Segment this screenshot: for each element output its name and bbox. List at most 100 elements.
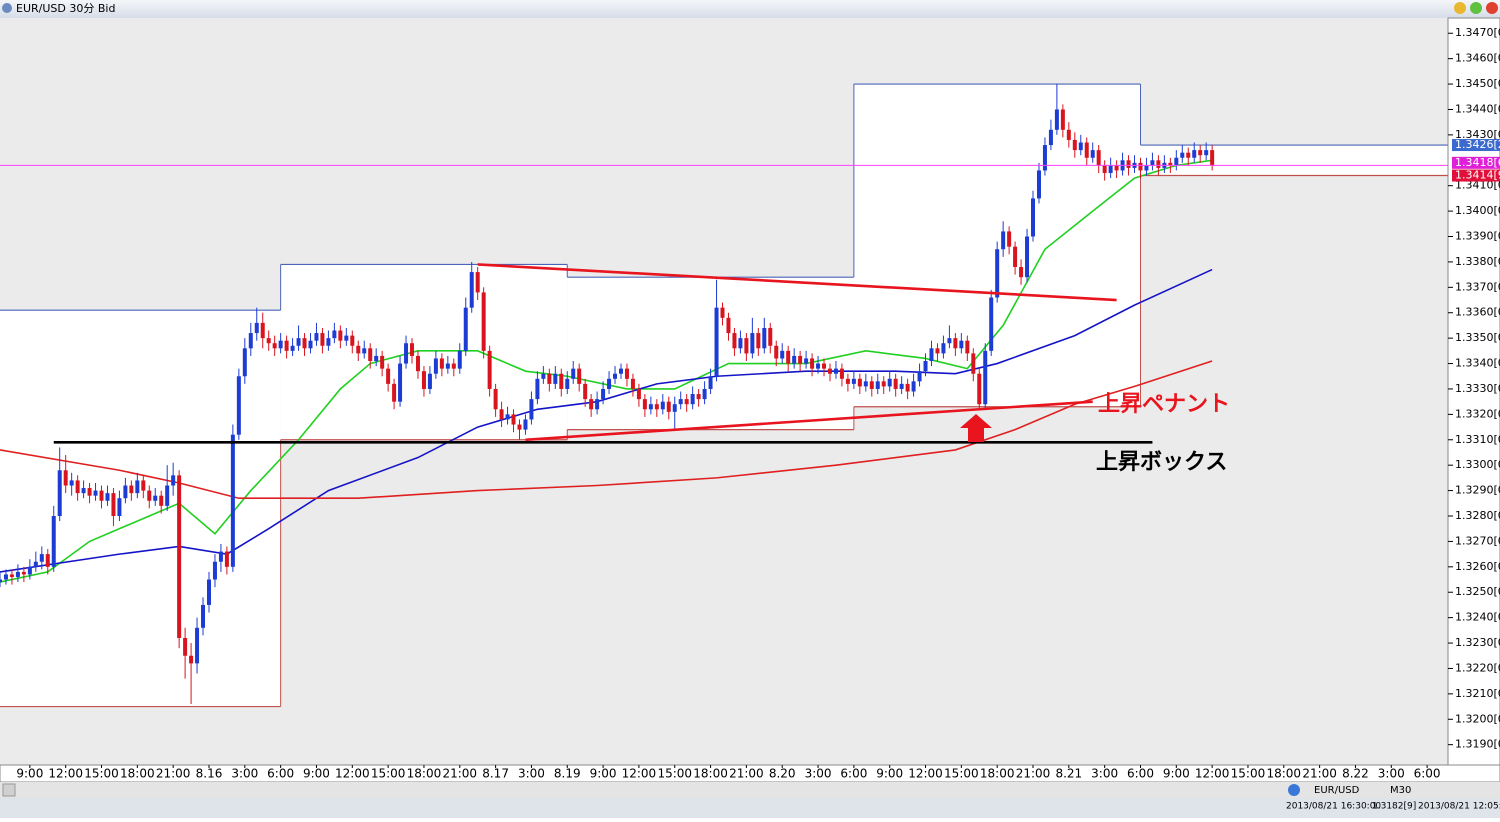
candle-body — [1054, 109, 1059, 130]
candle-body — [87, 488, 92, 496]
status-period[interactable]: M30 — [1390, 785, 1411, 796]
candle-body — [75, 480, 80, 494]
y-tick-label: 1.3410[0 — [1455, 179, 1500, 192]
candle-body — [624, 368, 629, 379]
candle-body — [589, 399, 594, 410]
x-tick-label: 12:00 — [48, 767, 83, 781]
x-tick-label: 9:00 — [1163, 767, 1190, 781]
candle-body — [320, 333, 325, 346]
candle-body — [672, 404, 677, 412]
title-bar — [0, 0, 1500, 18]
scroll-left[interactable] — [2, 783, 16, 797]
x-tick-label: 21:00 — [729, 767, 764, 781]
trend-line — [525, 400, 1093, 442]
y-tick-label: 1.3360[0 — [1455, 306, 1500, 319]
candle-body — [875, 381, 880, 389]
x-tick-label: 12:00 — [1195, 767, 1230, 781]
x-tick-label: 8.21 — [1055, 767, 1082, 781]
candle-body — [726, 317, 731, 334]
candle-body — [696, 394, 701, 400]
candle-body — [678, 399, 683, 405]
x-tick-label: 15:00 — [84, 767, 119, 781]
x-tick-label: 12:00 — [622, 767, 657, 781]
candle-body — [660, 401, 665, 410]
candle-body — [1204, 150, 1209, 156]
candle-body — [171, 475, 176, 486]
candle-body — [111, 493, 116, 516]
candle-body — [380, 355, 385, 369]
x-tick-label: 15:00 — [944, 767, 979, 781]
y-tick-label: 1.3240[0 — [1455, 611, 1500, 624]
candle-body — [1007, 231, 1012, 247]
candle-body — [517, 424, 522, 430]
pennant-label: 上昇ペナント — [1098, 392, 1230, 417]
candle-body — [326, 338, 331, 346]
candle-body — [123, 485, 128, 499]
candle-body — [1114, 165, 1119, 171]
maximize-button[interactable] — [1470, 2, 1482, 14]
candle-body — [33, 561, 38, 567]
axes: 1.3470[0 1.3460[0 1.3450[0 1.3440[0 1.3430[0… — [16, 26, 1500, 781]
candle-body — [236, 376, 241, 435]
candle-body — [1031, 198, 1036, 237]
candle-body — [887, 378, 892, 387]
y-tick-label: 1.3300[0 — [1455, 458, 1500, 471]
y-tick-label: 1.3270[0 — [1455, 534, 1500, 547]
status-symbol[interactable]: EUR/USD — [1314, 785, 1360, 796]
candle-body — [344, 335, 349, 341]
candle-body — [863, 381, 868, 387]
candle-body — [780, 350, 785, 359]
candle-body — [189, 655, 194, 664]
candle-body — [684, 399, 689, 405]
y-tick-label: 1.3260[0 — [1455, 560, 1500, 573]
candle-body — [63, 470, 68, 486]
candle-body — [505, 414, 510, 420]
candle-body — [989, 297, 994, 351]
x-tick-label: 18:00 — [407, 767, 442, 781]
candle-body — [529, 399, 534, 420]
y-tick-label: 1.3340[0 — [1455, 357, 1500, 370]
candle-body — [302, 338, 307, 349]
x-tick-label: 6:00 — [1414, 767, 1441, 781]
status-server-time: 2013/08/21 12:05:55 — [1418, 802, 1500, 812]
candle-body — [965, 340, 970, 354]
scrollbar[interactable] — [0, 782, 1500, 798]
candle-body — [1108, 165, 1113, 173]
y-tick-label: 1.3250[0 — [1455, 585, 1500, 598]
candle-body — [983, 350, 988, 405]
candle-body — [398, 363, 403, 402]
candle-body — [762, 327, 767, 349]
x-tick-label: 9:00 — [590, 767, 617, 781]
candle-body — [356, 345, 361, 354]
candle-body — [571, 368, 576, 379]
candle-body — [499, 409, 504, 420]
candle-body — [206, 579, 211, 605]
candle-body — [923, 361, 928, 372]
candle-body — [798, 355, 803, 364]
candle-body — [39, 554, 44, 562]
candle-body — [738, 338, 743, 349]
close-button[interactable] — [1486, 2, 1498, 14]
candle-body — [195, 627, 200, 664]
minimize-button[interactable] — [1454, 2, 1466, 14]
candle-body — [0, 579, 2, 583]
candle-body — [224, 551, 229, 567]
candle-body — [947, 338, 952, 344]
price-tag-label: 1.3414[9 — [1455, 169, 1500, 182]
candle-body — [201, 604, 206, 628]
candle-body — [911, 381, 916, 392]
x-tick-label: 8.16 — [196, 767, 223, 781]
candle-body — [941, 343, 946, 354]
x-tick-label: 3:00 — [1091, 767, 1118, 781]
candle-body — [421, 371, 426, 389]
candle-body — [971, 353, 976, 374]
y-tick-label: 1.3460[0 — [1455, 52, 1500, 65]
x-tick-label: 9:00 — [303, 767, 330, 781]
candle-body — [153, 495, 158, 501]
x-tick-label: 18:00 — [980, 767, 1015, 781]
x-tick-label: 15:00 — [657, 767, 692, 781]
candle-body — [290, 345, 295, 351]
candle-body — [547, 373, 552, 384]
candle-body — [810, 358, 815, 369]
